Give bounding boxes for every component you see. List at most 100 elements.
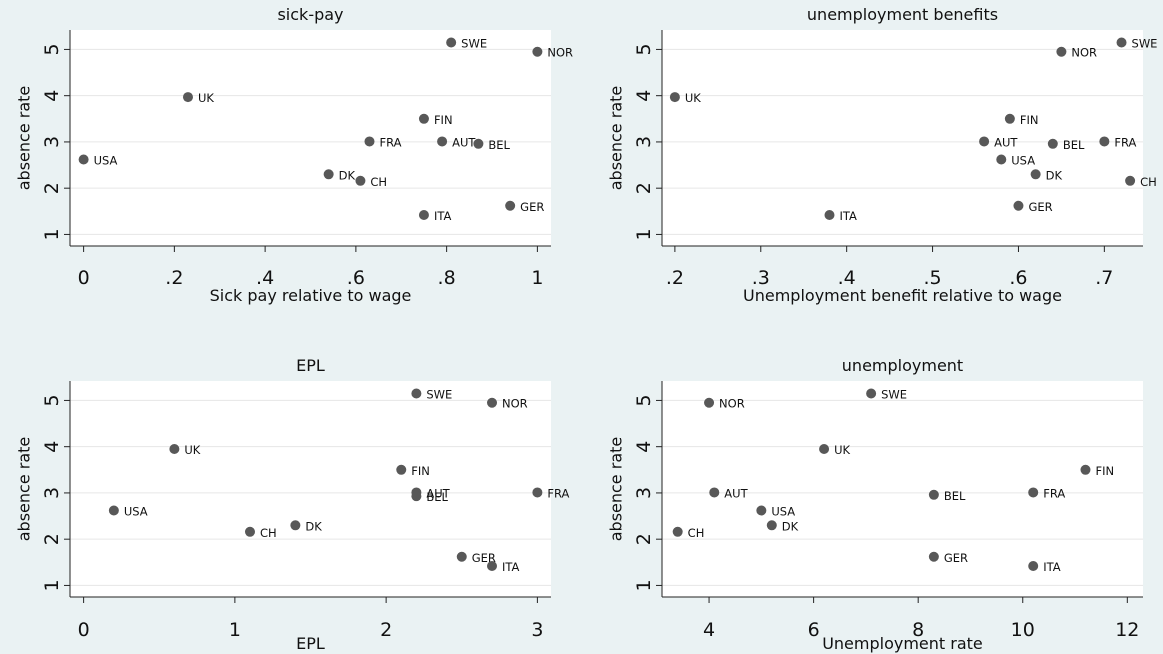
data-point-ita [824, 210, 835, 221]
point-label-ita: ITA [839, 209, 857, 223]
y-tick-label: 1 [41, 228, 63, 240]
data-point-uk [169, 443, 180, 454]
data-point-usa [756, 505, 767, 516]
scatter-chart-2: 1 2 3 4 5 .2 .3 .4 .5 .6 .7 unemployment benefits Un… [607, 5, 1158, 305]
data-point-fin [1004, 113, 1015, 124]
data-point-uk [182, 92, 193, 103]
x-tick-label: 8 [912, 619, 924, 641]
x-tick-label: 10 [1011, 619, 1035, 641]
data-point-fra [1028, 487, 1039, 498]
data-point-uk [669, 92, 680, 103]
x-tick-label: .4 [838, 267, 856, 289]
x-tick-label: .3 [752, 267, 770, 289]
y-tick-label: 4 [41, 90, 63, 102]
point-label-fra: FRA [1114, 135, 1136, 149]
x-tick-label: .8 [438, 267, 456, 289]
data-point-swe [446, 37, 457, 48]
point-label-ger: GER [520, 200, 544, 214]
data-point-nor [704, 397, 715, 408]
point-label-ch: CH [370, 175, 387, 189]
data-point-bel [411, 491, 422, 502]
x-tick-label: 4 [703, 619, 715, 641]
y-tick-label: 1 [633, 579, 655, 591]
x-axis-label: Unemployment benefit relative to wage [743, 286, 1062, 305]
y-tick-label: 2 [633, 533, 655, 545]
data-point-fin [396, 464, 407, 475]
y-tick-label: 4 [633, 441, 655, 453]
point-label-uk: UK [184, 443, 200, 457]
point-label-ita: ITA [434, 209, 452, 223]
point-label-fra: FRA [547, 486, 569, 500]
x-axis-label: Unemployment rate [822, 634, 983, 653]
point-label-fra: FRA [1043, 486, 1065, 500]
y-tick-label: 5 [41, 43, 63, 55]
point-label-aut: AUT [426, 486, 450, 500]
point-label-swe: SWE [461, 36, 487, 50]
x-tick-label: .2 [165, 267, 183, 289]
data-point-usa [108, 505, 119, 516]
point-label-fra: FRA [379, 135, 401, 149]
data-point-usa [996, 154, 1007, 165]
data-point-aut [709, 487, 720, 498]
x-tick-label: .2 [666, 267, 684, 289]
point-label-swe: SWE [1132, 36, 1158, 50]
y-axis-label: absence rate [15, 86, 34, 191]
point-label-bel: BEL [488, 138, 510, 152]
data-point-nor [1056, 46, 1067, 57]
point-label-nor: NOR [547, 46, 573, 60]
point-label-fin: FIN [411, 464, 430, 478]
x-tick-label: 0 [78, 267, 90, 289]
y-tick-label: 3 [41, 136, 63, 148]
y-tick-label: 2 [41, 182, 63, 194]
data-point-fra [532, 487, 543, 498]
scatter-chart-1: 1 2 3 4 5 0 .2 .4 .6 .8 1 sick-pay Sick pay relative… [15, 5, 574, 305]
point-label-bel: BEL [944, 489, 966, 503]
data-point-ch [1125, 175, 1136, 186]
x-axis-label: EPL [296, 634, 325, 653]
point-label-bel: BEL [426, 490, 448, 504]
point-label-dk: DK [339, 168, 356, 182]
point-label-usa: USA [94, 154, 118, 168]
data-point-fin [1080, 464, 1091, 475]
data-point-fra [364, 136, 375, 147]
y-tick-label: 3 [633, 487, 655, 499]
point-label-ita: ITA [1043, 560, 1061, 574]
y-tick-label: 5 [633, 43, 655, 55]
point-label-dk: DK [782, 519, 799, 533]
point-label-nor: NOR [1071, 46, 1097, 60]
x-axis-label: Sick pay relative to wage [210, 286, 412, 305]
x-tick-label: .7 [1095, 267, 1113, 289]
point-label-nor: NOR [719, 397, 745, 411]
x-tick-label: .4 [256, 267, 274, 289]
data-point-aut [437, 136, 448, 147]
data-point-bel [1047, 138, 1058, 149]
x-tick-label: 12 [1115, 619, 1139, 641]
data-point-ch [355, 175, 366, 186]
data-point-swe [1116, 37, 1127, 48]
point-label-ger: GER [472, 551, 496, 565]
point-label-nor: NOR [502, 397, 528, 411]
point-label-usa: USA [771, 505, 795, 519]
plot-area [662, 30, 1143, 246]
plot-area [662, 381, 1143, 597]
plot-area [70, 381, 551, 597]
data-point-bel [473, 138, 484, 149]
x-tick-label: 1 [229, 619, 241, 641]
x-tick-label: 2 [380, 619, 392, 641]
point-label-ger: GER [1028, 200, 1052, 214]
point-label-uk: UK [834, 443, 850, 457]
chart-title: unemployment [842, 356, 963, 375]
scatter-chart-3: 1 2 3 4 5 0 1 2 3 EPL EPL absence rate SWE NOR UK FIN AU… [15, 356, 570, 653]
x-tick-label: 3 [531, 619, 543, 641]
y-tick-label: 1 [41, 579, 63, 591]
point-label-ger: GER [944, 551, 968, 565]
data-point-ger [505, 200, 516, 211]
point-label-uk: UK [685, 91, 701, 105]
point-label-dk: DK [305, 519, 322, 533]
point-label-uk: UK [198, 91, 214, 105]
point-label-swe: SWE [881, 387, 907, 401]
data-point-swe [866, 388, 877, 399]
point-label-usa: USA [1011, 154, 1035, 168]
x-tick-label: 0 [78, 619, 90, 641]
